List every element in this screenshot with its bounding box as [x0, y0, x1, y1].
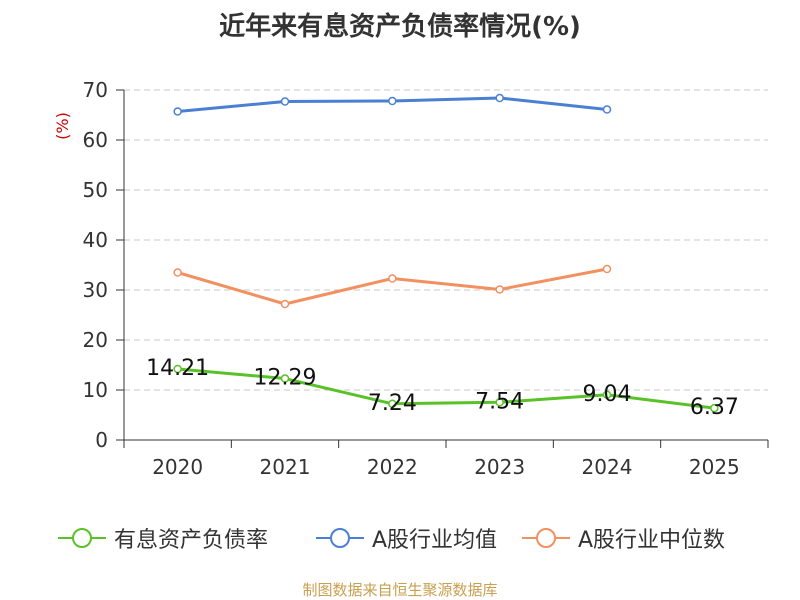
data-point-series-1-2023	[495, 398, 504, 407]
data-point-series-3-2023	[495, 285, 504, 294]
legend-item-series-1[interactable]: 有息资产负债率	[58, 520, 268, 556]
data-point-series-2-2022	[388, 96, 397, 106]
y-tick-label-0: 0	[95, 428, 108, 452]
legend-label-series-3: A股行业中位数	[578, 528, 726, 553]
data-point-series-1-2020	[173, 364, 182, 374]
data-label-2025: 6.37	[690, 395, 739, 420]
y-tick-label-10: 10	[83, 378, 108, 402]
source-note: 制图数据来自恒生聚源数据库	[302, 581, 498, 599]
x-tick-label-2025: 2025	[689, 455, 740, 479]
legend-item-series-3[interactable]: A股行业中位数	[522, 520, 725, 556]
legend: 有息资产负债率 A股行业均值 A股行业中位数	[0, 520, 800, 556]
data-point-series-1-2024	[602, 390, 612, 400]
data-point-series-2-2023	[495, 93, 504, 103]
data-point-series-1-2022	[388, 399, 397, 409]
y-tick-label-20: 20	[83, 328, 108, 352]
chart-title: 近年来有息资产负债率情况(%)	[219, 12, 581, 42]
y-tick-label-60: 60	[83, 128, 108, 152]
data-label-2024: 9.04	[583, 382, 632, 407]
data-label-2021: 12.29	[254, 366, 317, 391]
y-tick-label-50: 50	[83, 178, 108, 202]
x-tick-label-2020: 2020	[152, 455, 203, 479]
legend-dot-series-2	[330, 528, 350, 548]
x-tick-label-2021: 2021	[260, 455, 311, 479]
legend-dot-series-3	[536, 528, 556, 548]
data-point-series-1-2021	[280, 374, 290, 383]
data-point-series-3-2024	[602, 264, 612, 274]
x-tick-label-2024: 2024	[582, 455, 633, 479]
data-label-2022: 7.24	[368, 391, 417, 416]
legend-marker-series-3	[522, 526, 570, 550]
data-point-series-3-2021	[280, 299, 290, 309]
legend-dot-series-1	[72, 528, 92, 548]
legend-item-series-2[interactable]: A股行业均值	[316, 520, 497, 556]
legend-marker-series-2	[316, 526, 364, 550]
x-tick-label-2023: 2023	[474, 455, 525, 479]
data-point-series-2-2024	[602, 105, 612, 114]
y-tick-label-30: 30	[83, 278, 108, 302]
series-line-1	[177, 367, 715, 410]
legend-label-series-2: A股行业均值	[372, 528, 498, 553]
x-tick-label-2022: 2022	[367, 455, 418, 479]
data-label-2023: 7.54	[475, 389, 524, 414]
data-point-series-1-2025	[710, 403, 719, 413]
data-point-series-3-2020	[173, 268, 182, 277]
data-label-2020: 14.21	[146, 356, 209, 381]
data-point-series-2-2021	[280, 97, 290, 106]
legend-label-series-1: 有息资产负债率	[114, 528, 269, 553]
y-tick-label-70: 70	[83, 78, 108, 102]
legend-marker-series-1	[58, 526, 106, 550]
data-point-series-2-2020	[173, 107, 182, 116]
y-axis-label: (%)	[53, 112, 72, 140]
y-tick-label-40: 40	[83, 228, 108, 252]
data-point-series-3-2022	[388, 274, 397, 283]
